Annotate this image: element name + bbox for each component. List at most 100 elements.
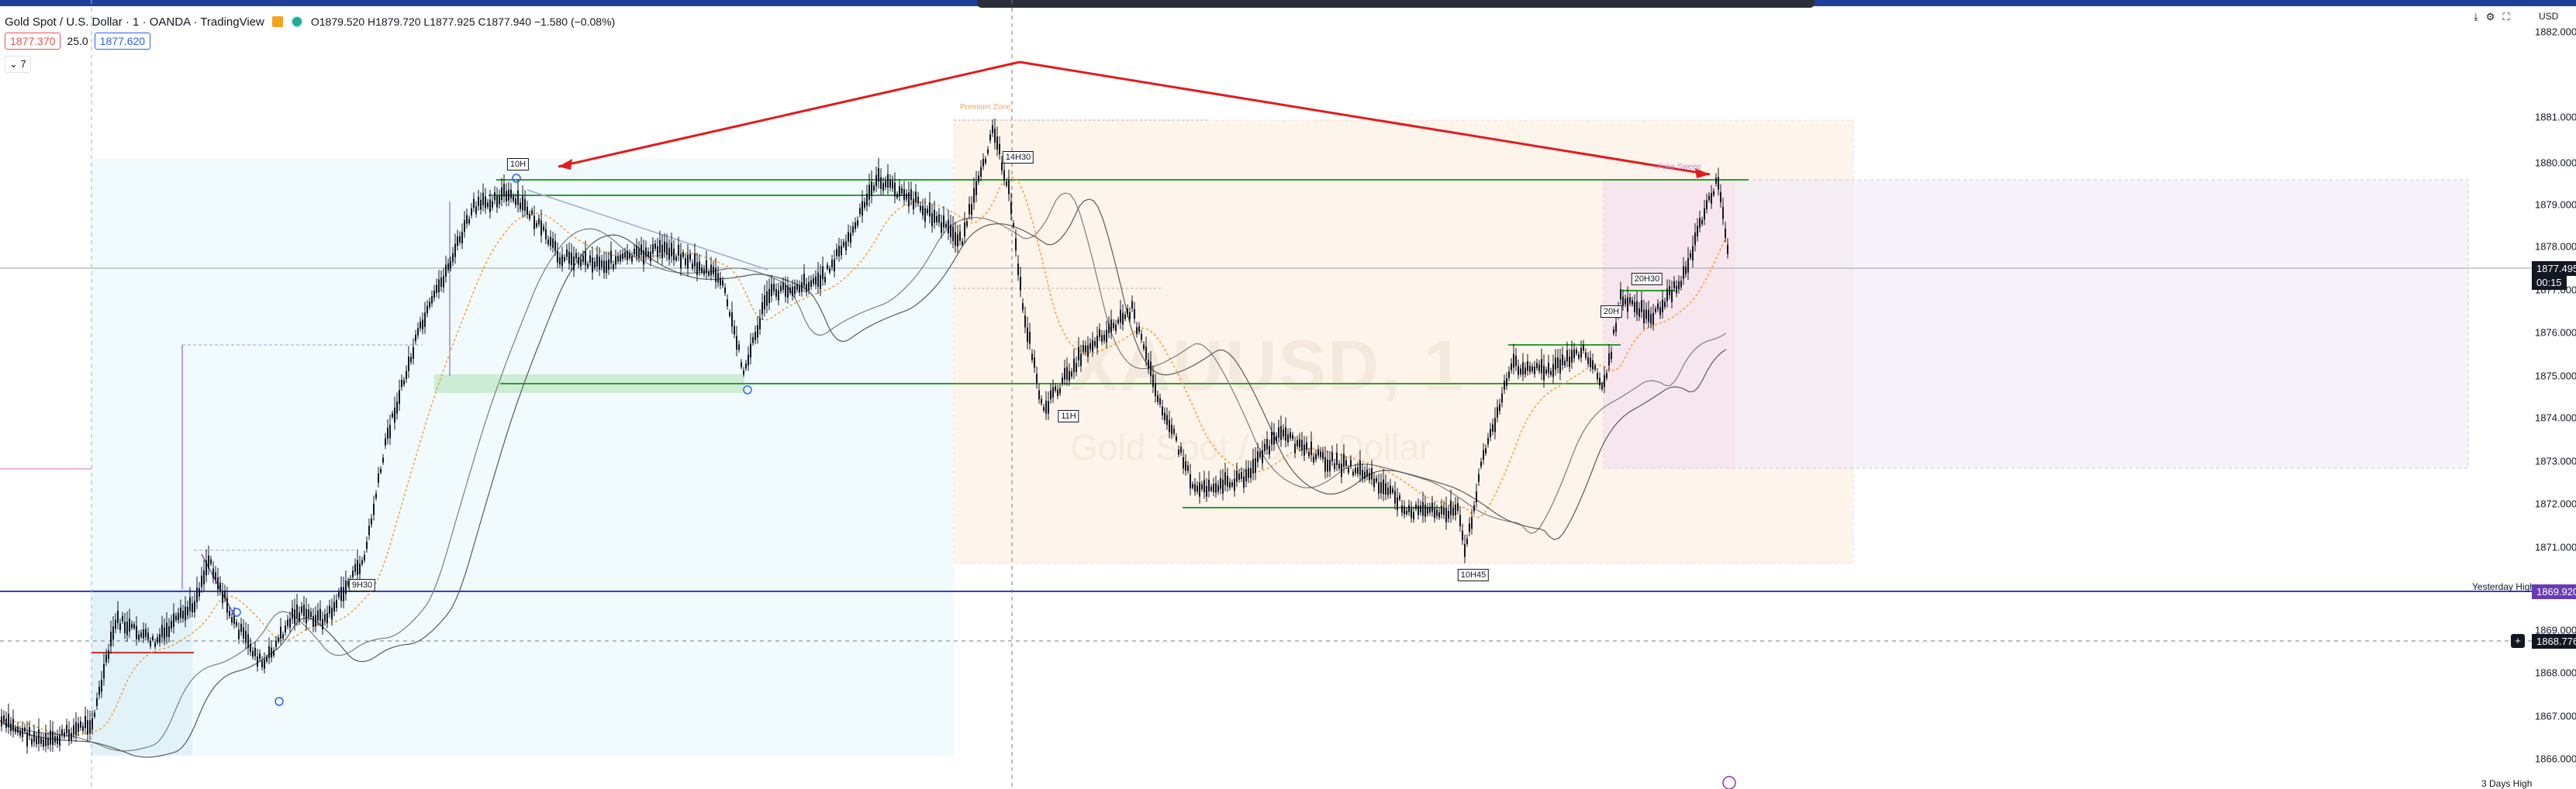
candle-body: [1452, 507, 1454, 516]
candle-body: [996, 136, 998, 150]
candle-body: [1520, 368, 1521, 374]
moving-averages-group: [0, 176, 1727, 758]
candle-body: [1038, 390, 1040, 400]
candle-body: [589, 255, 591, 263]
candle-body: [852, 226, 854, 233]
candle-body: [485, 196, 486, 208]
candle-body: [1194, 484, 1196, 492]
candle-body: [1310, 441, 1312, 456]
candle-body: [1192, 484, 1193, 488]
candle-body: [680, 253, 682, 269]
candle-body: [54, 736, 56, 743]
candle-body: [443, 276, 444, 288]
candle-body: [440, 277, 442, 288]
symbol-title[interactable]: Gold Spot / U.S. Dollar · 1 · OANDA · Tr…: [5, 15, 264, 29]
alert-marker: [1722, 776, 1736, 789]
candle-body: [296, 604, 298, 619]
chart-legend[interactable]: Gold Spot / U.S. Dollar · 1 · OANDA · Tr…: [5, 11, 615, 33]
candle-body: [47, 738, 49, 746]
candle-body: [201, 575, 202, 587]
trendline-right-arrowhead: [1695, 168, 1710, 178]
settings-icon[interactable]: ⚙: [2485, 11, 2495, 22]
time-label-9h30: 9H30: [348, 579, 376, 591]
candle-body: [534, 215, 535, 229]
candle-body: [1171, 425, 1172, 435]
add-alert-icon[interactable]: +: [2511, 634, 2525, 648]
candle-body: [641, 244, 642, 256]
candle-body: [8, 713, 9, 728]
candle-body: [540, 220, 542, 236]
candle-body: [1573, 349, 1575, 359]
indicators-toggle[interactable]: ⌄ 7: [5, 56, 31, 73]
candle-body: [1645, 309, 1647, 319]
candle-body: [1727, 245, 1728, 254]
candle-body: [1678, 281, 1680, 290]
candle-body: [301, 606, 302, 613]
candle-body: [78, 723, 79, 732]
candle-body: [17, 726, 19, 733]
candle-body: [1045, 401, 1047, 414]
candle-body: [1094, 341, 1096, 346]
candle-body: [1143, 344, 1145, 350]
download-icon[interactable]: ⤓: [2474, 11, 2478, 22]
currency-selector[interactable]: USD: [2539, 11, 2559, 22]
candle-body: [110, 632, 112, 647]
candle-body: [885, 181, 886, 188]
candle-body: [703, 269, 705, 275]
candle-body: [261, 660, 263, 667]
candle-body: [447, 263, 449, 270]
candle-body: [1713, 191, 1714, 195]
axis-tick: 1880.000: [2535, 157, 2576, 169]
candle-body: [489, 199, 491, 212]
candle-body: [1392, 488, 1393, 493]
candle-body: [1471, 517, 1473, 529]
candle-body: [185, 606, 186, 621]
candle-body: [559, 257, 561, 265]
candle-body: [862, 201, 863, 216]
candle-body: [126, 621, 128, 636]
candle-body: [124, 622, 126, 633]
fullscreen-icon[interactable]: ⛶: [2502, 11, 2510, 22]
candle-body: [257, 656, 258, 667]
candle-body: [417, 328, 419, 336]
candle-body: [145, 629, 147, 637]
candle-body: [1083, 345, 1084, 352]
candle-body: [150, 641, 151, 646]
candle-body: [1445, 507, 1447, 522]
candle-body: [955, 232, 956, 246]
candle-body: [636, 246, 637, 257]
candle-body: [178, 613, 179, 621]
candle-body: [1362, 470, 1363, 479]
candle-body: [1341, 463, 1342, 477]
candle-body: [1604, 375, 1605, 388]
time-label-20h30: 20H30: [1631, 273, 1663, 285]
candle-body: [848, 232, 849, 242]
candle-body: [1262, 450, 1263, 463]
sell-button[interactable]: 1877.370: [5, 33, 61, 50]
candle-body: [871, 181, 872, 197]
candle-body: [1185, 461, 1186, 471]
candle-body: [1669, 286, 1670, 295]
floating-drawing-toolbar[interactable]: [977, 0, 1815, 8]
candle-body: [1141, 333, 1142, 340]
candle-body: [964, 222, 965, 237]
candle-body: [1129, 312, 1131, 319]
candle-body: [1557, 357, 1559, 368]
candle-body: [941, 222, 942, 233]
price-axis[interactable]: 1882.000 1881.000 1880.000 1879.000 1878…: [2532, 0, 2576, 789]
candle-body: [138, 634, 140, 640]
candle-body: [682, 252, 684, 257]
candle-body: [1385, 483, 1386, 495]
candle-body: [266, 657, 268, 662]
candle-body: [52, 731, 54, 746]
candle-body: [306, 608, 307, 624]
axis-tick: 1873.000: [2535, 455, 2576, 467]
candle-body: [1643, 309, 1645, 323]
zone-light-blue-left: [92, 589, 192, 756]
buy-button[interactable]: 1877.620: [94, 33, 151, 50]
candle-body: [1492, 424, 1493, 432]
candle-body: [1087, 345, 1089, 357]
candle-body: [1555, 357, 1556, 370]
flag-icon[interactable]: [271, 16, 283, 27]
